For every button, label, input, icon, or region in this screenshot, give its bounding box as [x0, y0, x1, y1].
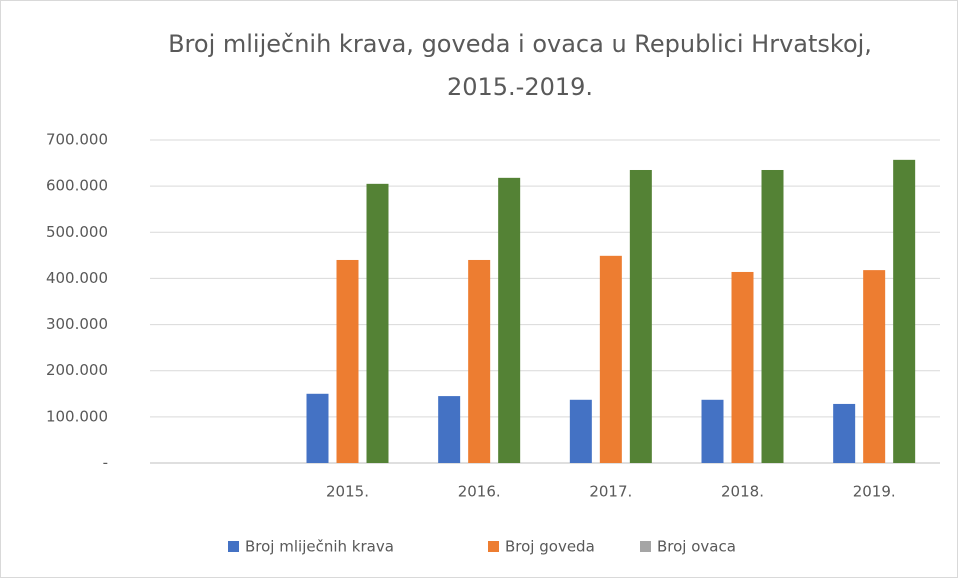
bar — [306, 393, 329, 463]
bar — [863, 270, 886, 463]
bar — [336, 259, 359, 463]
x-tick-label: 2017. — [589, 483, 632, 501]
y-tick-label: 400.000 — [46, 269, 108, 287]
x-tick-label: 2018. — [721, 483, 764, 501]
legend-swatch — [228, 541, 239, 552]
bar — [366, 183, 389, 464]
x-tick-label: 2019. — [853, 483, 896, 501]
legend-label: Broj goveda — [505, 538, 595, 556]
legend-label: Broj ovaca — [657, 538, 736, 556]
bar — [701, 399, 724, 463]
bar — [468, 259, 491, 463]
x-tick-label: 2016. — [458, 483, 501, 501]
bar — [833, 403, 856, 463]
chart-title: Broj mliječnih krava, goveda i ovaca u R… — [168, 30, 872, 58]
legend-swatch — [488, 541, 499, 552]
y-tick-label: 100.000 — [46, 407, 108, 425]
bar — [498, 177, 521, 463]
bar — [438, 396, 461, 463]
bar — [731, 271, 754, 463]
y-tick-label: 600.000 — [46, 177, 108, 195]
y-tick-label: 300.000 — [46, 315, 108, 333]
legend-label: Broj mliječnih krava — [245, 538, 394, 556]
y-tick-label: 200.000 — [46, 361, 108, 379]
y-tick-label: 500.000 — [46, 223, 108, 241]
bar — [893, 159, 916, 463]
legend-swatch — [640, 541, 651, 552]
bar — [569, 399, 592, 463]
bar — [599, 255, 622, 463]
bar — [629, 169, 652, 463]
y-tick-label: 700.000 — [46, 131, 108, 149]
y-tick-label: - — [103, 454, 108, 472]
chart-title: 2015.-2019. — [447, 73, 593, 101]
x-tick-label: 2015. — [326, 483, 369, 501]
bar — [761, 169, 784, 463]
